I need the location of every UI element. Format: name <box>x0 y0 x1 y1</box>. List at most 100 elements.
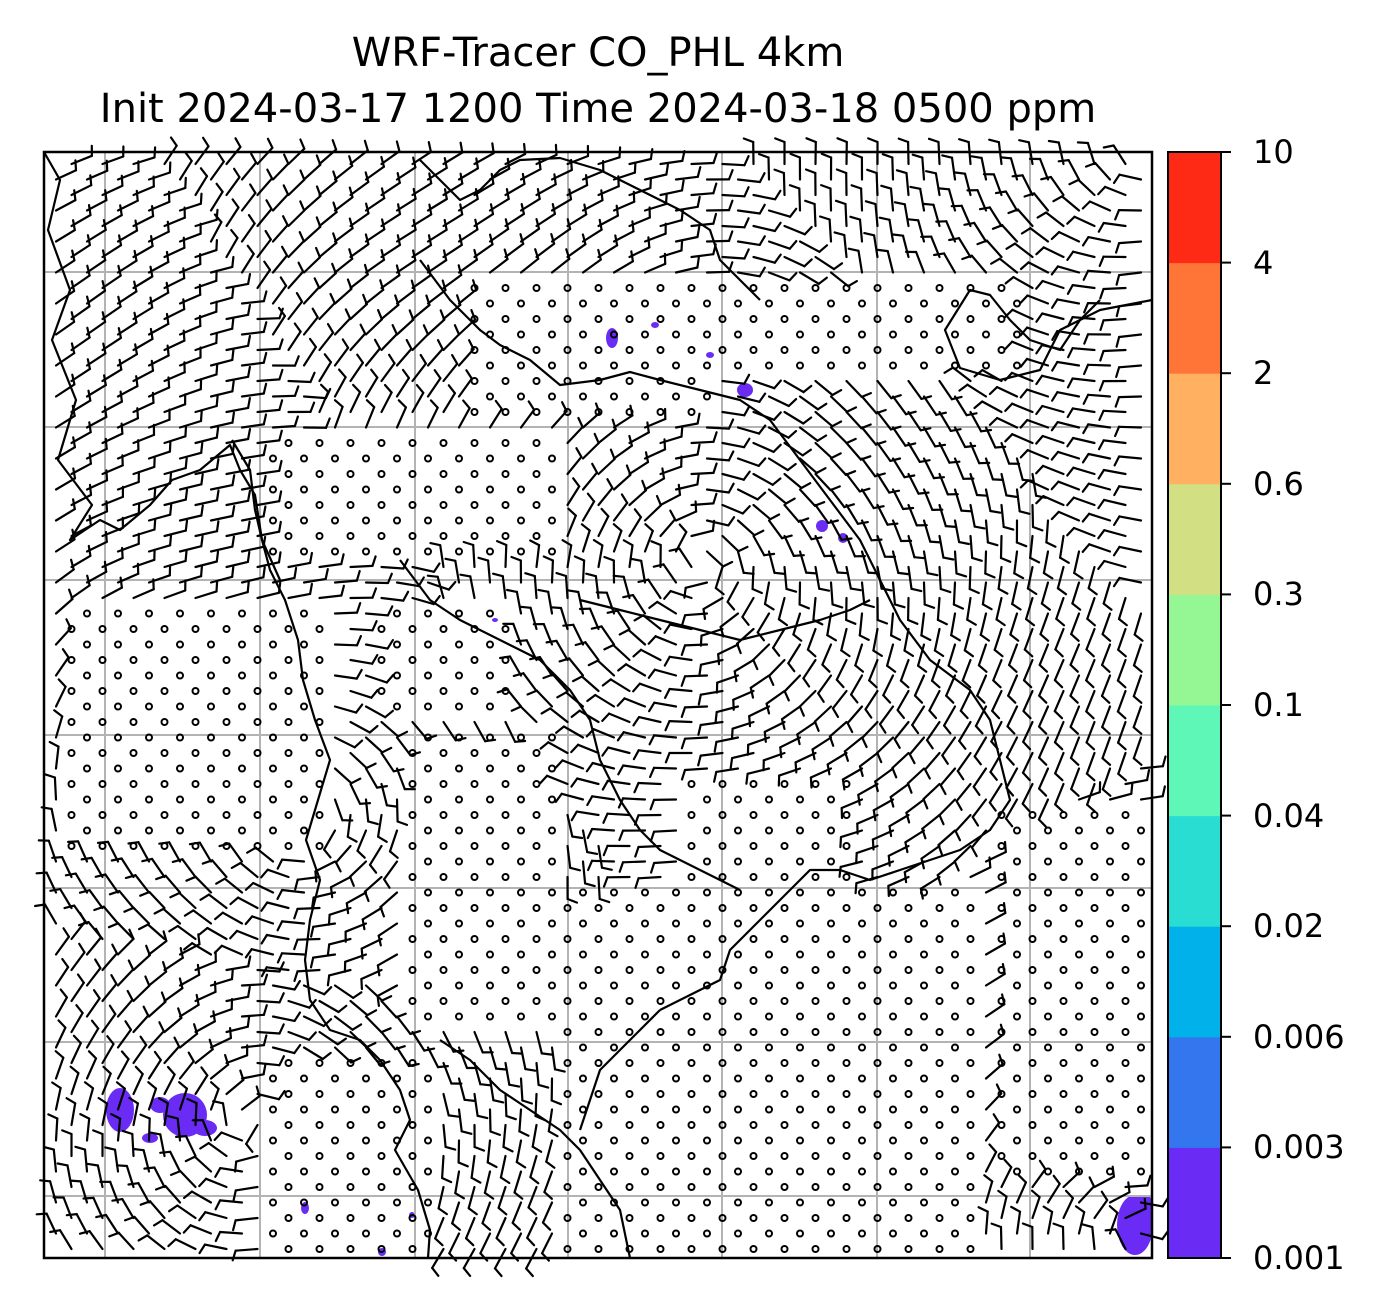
calm-wind-circle <box>315 1245 324 1253</box>
wind-barb <box>276 858 306 870</box>
calm-wind-circle <box>377 1059 386 1067</box>
wind-barb <box>333 668 363 680</box>
colorbar-segment <box>1168 926 1221 1038</box>
calm-wind-circle <box>315 532 324 540</box>
calm-wind-circle <box>1090 873 1099 881</box>
wind-barb <box>835 168 848 197</box>
wind-barb <box>880 184 895 212</box>
wind-barb <box>798 457 827 474</box>
wind-barb <box>680 767 709 781</box>
wind-barb <box>973 736 988 766</box>
wind-barb <box>966 189 988 212</box>
calm-wind-circle <box>424 1136 432 1145</box>
wind-barb <box>182 1224 213 1235</box>
calm-wind-circle <box>734 361 742 370</box>
calm-wind-circle <box>827 919 835 928</box>
wind-barb <box>550 248 571 274</box>
calm-wind-circle <box>424 454 432 463</box>
calm-wind-circle <box>238 702 246 711</box>
calm-wind-circle <box>641 1167 649 1176</box>
calm-wind-circle <box>966 935 975 943</box>
calm-wind-circle <box>470 656 479 664</box>
wind-barb <box>647 668 678 679</box>
calm-wind-circle <box>718 1183 727 1191</box>
wind-barb <box>168 1204 197 1220</box>
wind-barb <box>597 478 614 507</box>
wind-barb <box>488 248 509 274</box>
wind-barb <box>984 1053 1004 1080</box>
wind-barb <box>938 441 961 464</box>
wind-barb <box>730 720 755 740</box>
calm-wind-circle <box>687 1028 696 1036</box>
wind-barb <box>56 1162 73 1189</box>
calm-wind-circle <box>1121 1059 1130 1067</box>
wind-barb <box>526 1216 538 1247</box>
calm-wind-circle <box>641 981 649 990</box>
wind-barb <box>748 705 771 728</box>
calm-wind-circle <box>687 904 696 912</box>
calm-wind-circle <box>997 315 1006 323</box>
calm-wind-circle <box>315 749 324 757</box>
wind-barb <box>586 693 616 708</box>
calm-wind-circle <box>284 780 293 788</box>
colorbar <box>1167 151 1231 1259</box>
wind-barb <box>597 234 619 259</box>
wind-barb <box>1069 736 1081 766</box>
wind-barb <box>767 550 786 576</box>
wind-barb <box>741 596 755 626</box>
wind-barb <box>287 292 304 321</box>
wind-barb <box>893 720 910 749</box>
calm-wind-circle <box>393 1229 401 1238</box>
calm-wind-circle <box>315 1090 324 1098</box>
wind-barb <box>941 736 957 765</box>
wind-barb <box>953 550 968 578</box>
wind-barb <box>866 168 879 197</box>
wind-barb <box>872 627 884 658</box>
calm-wind-circle <box>1059 904 1068 912</box>
wind-barb <box>287 322 302 352</box>
calm-wind-circle <box>408 625 417 633</box>
calm-wind-circle <box>610 1105 618 1114</box>
wind-barb <box>137 1234 166 1251</box>
calm-wind-circle <box>517 950 525 959</box>
wind-barb <box>878 705 895 734</box>
calm-wind-circle <box>780 842 789 850</box>
wind-barb <box>617 663 647 677</box>
wind-barb <box>70 514 93 538</box>
calm-wind-circle <box>548 485 556 494</box>
wind-barb <box>767 457 797 472</box>
wind-barb <box>194 331 218 352</box>
wind-barb <box>457 1139 469 1168</box>
calm-wind-circle <box>641 888 649 897</box>
wind-barb <box>612 220 635 243</box>
calm-wind-circle <box>439 904 448 912</box>
calm-wind-circle <box>935 315 944 323</box>
calm-wind-circle <box>672 392 680 401</box>
calm-wind-circle <box>734 1012 742 1021</box>
wind-barb <box>139 1113 151 1142</box>
tracer-patch <box>106 1088 134 1132</box>
calm-wind-circle <box>470 811 479 819</box>
calm-wind-circle <box>300 547 308 556</box>
calm-wind-circle <box>377 1121 386 1129</box>
wind-barb <box>647 635 678 646</box>
calm-wind-circle <box>579 1198 587 1207</box>
colorbar-segment <box>1168 1147 1221 1259</box>
wind-barb <box>380 383 393 414</box>
calm-wind-circle <box>672 1136 680 1145</box>
calm-wind-circle <box>920 1136 928 1145</box>
wind-barb <box>992 658 1003 689</box>
wind-barb <box>260 868 290 879</box>
calm-wind-circle <box>408 749 417 757</box>
wind-barb <box>1093 1165 1116 1189</box>
calm-wind-circle <box>563 315 572 323</box>
wind-barb <box>302 185 322 212</box>
wind-barb <box>333 399 344 429</box>
calm-wind-circle <box>517 795 525 804</box>
wind-barb <box>1000 472 1018 498</box>
wind-barb <box>1068 178 1096 197</box>
calm-wind-circle <box>749 1090 758 1098</box>
wind-barb <box>529 1154 540 1185</box>
wind-barb <box>1053 658 1065 689</box>
